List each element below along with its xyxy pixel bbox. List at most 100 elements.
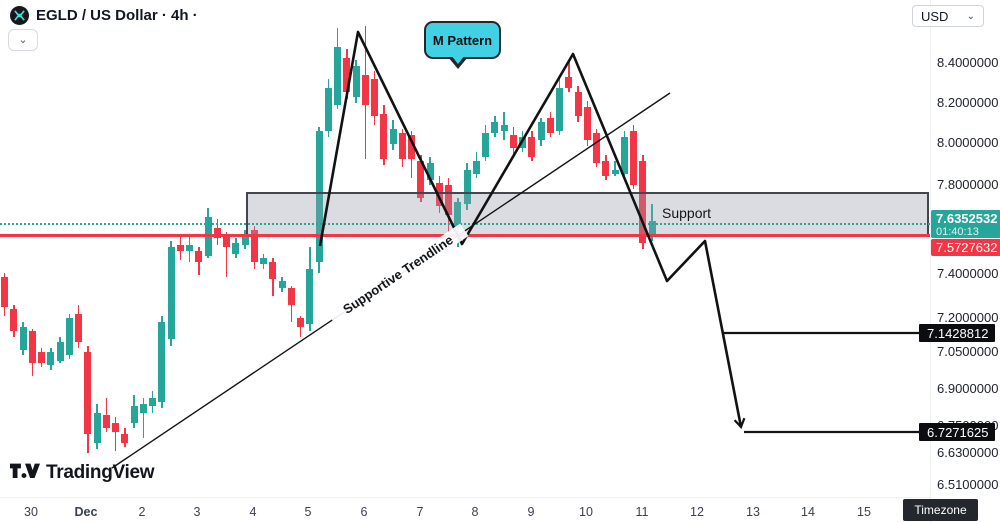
candle[interactable] bbox=[223, 236, 231, 248]
candle[interactable] bbox=[583, 107, 591, 140]
candle[interactable] bbox=[65, 318, 73, 355]
support-label[interactable]: Support bbox=[662, 205, 712, 221]
candle[interactable] bbox=[167, 247, 175, 340]
candle[interactable] bbox=[380, 113, 388, 159]
candle[interactable] bbox=[149, 397, 157, 407]
candle[interactable] bbox=[93, 412, 101, 443]
collapse-header-button[interactable]: ⌄ bbox=[8, 29, 38, 51]
candle[interactable] bbox=[241, 236, 249, 245]
candle[interactable] bbox=[19, 326, 27, 351]
candle[interactable] bbox=[334, 47, 342, 106]
time-tick-label: 8 bbox=[471, 505, 479, 519]
candle[interactable] bbox=[389, 128, 397, 144]
candle[interactable] bbox=[47, 352, 55, 366]
candle[interactable] bbox=[593, 133, 601, 164]
candle[interactable] bbox=[297, 318, 305, 327]
tradingview-wordmark: TradingView bbox=[46, 461, 155, 483]
supportive-trendline-label[interactable]: Supportive Trendline bbox=[327, 223, 469, 326]
candle[interactable] bbox=[176, 244, 184, 252]
candle[interactable] bbox=[324, 87, 332, 131]
candle[interactable] bbox=[343, 57, 351, 93]
timezone-button[interactable]: Timezone bbox=[903, 499, 978, 521]
candle[interactable] bbox=[139, 404, 147, 413]
time-tick-label: 2 bbox=[138, 505, 146, 519]
tradingview-mark-icon bbox=[10, 463, 40, 479]
egld-logo-icon bbox=[10, 6, 29, 25]
price-tick-label: 6.9000000 bbox=[937, 381, 999, 396]
price-tick-label: 8.4000000 bbox=[937, 55, 999, 70]
price-tick-label: 6.5100000 bbox=[937, 477, 999, 492]
candle[interactable] bbox=[306, 268, 314, 325]
candle[interactable] bbox=[537, 122, 545, 140]
tradingview-logo[interactable]: TradingView bbox=[10, 460, 155, 485]
candle[interactable] bbox=[75, 313, 83, 342]
candle[interactable] bbox=[482, 133, 490, 157]
candle[interactable] bbox=[269, 262, 277, 280]
candle[interactable] bbox=[509, 135, 517, 149]
candle[interactable] bbox=[56, 341, 64, 361]
time-tick-label: 5 bbox=[304, 505, 312, 519]
candle[interactable] bbox=[112, 423, 120, 432]
time-tick-label: 13 bbox=[746, 505, 760, 519]
currency-value: USD bbox=[921, 8, 949, 24]
price-tick-label: 6.6300000 bbox=[937, 445, 999, 460]
time-axis[interactable]: 30 Dec 2 3 4 5 6 7 8 9 10 11 12 13 14 15 bbox=[0, 497, 930, 523]
time-tick-label: 30 bbox=[24, 505, 38, 519]
candle[interactable] bbox=[28, 330, 36, 364]
symbol-title[interactable]: EGLD / US Dollar · 4h · bbox=[36, 7, 198, 24]
candle[interactable] bbox=[278, 281, 286, 288]
time-tick-label: 9 bbox=[527, 505, 535, 519]
current-price-label: 7.6352532 01:40:13 bbox=[931, 210, 1000, 238]
candle-wick bbox=[105, 397, 108, 432]
candle[interactable] bbox=[546, 118, 554, 134]
candle[interactable] bbox=[491, 122, 499, 134]
time-tick-label: 15 bbox=[857, 505, 871, 519]
m-pattern-callout[interactable]: M Pattern bbox=[424, 21, 501, 69]
candle[interactable] bbox=[130, 406, 138, 424]
time-tick-label: Dec bbox=[74, 505, 98, 519]
candle[interactable] bbox=[121, 434, 129, 443]
target-price-label: 7.1428812 bbox=[919, 324, 995, 342]
candle[interactable] bbox=[102, 414, 110, 428]
candle[interactable] bbox=[574, 92, 582, 116]
price-tick-label: 8.0000000 bbox=[937, 135, 999, 150]
currency-selector[interactable]: USD ⌄ bbox=[912, 5, 984, 27]
candle[interactable] bbox=[84, 352, 92, 435]
time-tick-label: 4 bbox=[249, 505, 257, 519]
candle[interactable] bbox=[352, 66, 360, 97]
candle[interactable] bbox=[611, 169, 619, 174]
candle[interactable] bbox=[556, 87, 564, 131]
candle[interactable] bbox=[232, 242, 240, 254]
candle[interactable] bbox=[426, 163, 434, 181]
candle[interactable] bbox=[620, 137, 628, 174]
candle[interactable] bbox=[630, 130, 638, 185]
candle-wick bbox=[114, 416, 117, 452]
candle[interactable] bbox=[10, 309, 18, 331]
candle[interactable] bbox=[361, 75, 369, 106]
support-zone-drawing[interactable] bbox=[246, 192, 929, 236]
candle[interactable] bbox=[472, 161, 480, 174]
time-tick-label: 3 bbox=[193, 505, 201, 519]
candle[interactable] bbox=[186, 244, 194, 252]
candle[interactable] bbox=[260, 257, 268, 265]
candle[interactable] bbox=[408, 135, 416, 159]
candle[interactable] bbox=[602, 161, 610, 177]
candle[interactable] bbox=[287, 287, 295, 306]
time-tick-label: 6 bbox=[360, 505, 368, 519]
candle[interactable] bbox=[158, 322, 166, 402]
price-axis[interactable]: 8.4000000 8.2000000 8.0000000 7.8000000 7.40… bbox=[919, 0, 1000, 523]
candle[interactable] bbox=[1, 277, 9, 308]
candle[interactable] bbox=[500, 124, 508, 131]
candle[interactable] bbox=[519, 137, 527, 149]
candle[interactable] bbox=[195, 251, 203, 263]
price-tick-label: 7.4000000 bbox=[937, 266, 999, 281]
chart-pane[interactable]: Support Supportive Trendline M Pattern E… bbox=[0, 0, 930, 497]
candle[interactable] bbox=[528, 137, 536, 157]
candle[interactable] bbox=[565, 77, 573, 88]
candle[interactable] bbox=[38, 352, 46, 364]
candle[interactable] bbox=[371, 79, 379, 116]
time-tick-label: 12 bbox=[690, 505, 704, 519]
candle[interactable] bbox=[398, 133, 406, 159]
time-tick-label: 7 bbox=[416, 505, 424, 519]
price-tick-label: 7.2000000 bbox=[937, 310, 999, 325]
